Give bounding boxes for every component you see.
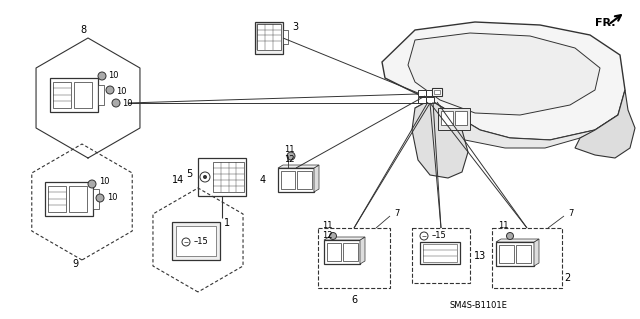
Polygon shape xyxy=(314,165,319,192)
Bar xyxy=(418,90,426,96)
Circle shape xyxy=(330,233,337,240)
Polygon shape xyxy=(278,165,319,168)
Text: 6: 6 xyxy=(351,295,357,305)
Bar xyxy=(281,171,296,189)
Circle shape xyxy=(182,238,190,246)
Text: 5: 5 xyxy=(186,169,192,179)
Bar xyxy=(176,226,216,256)
Text: 8: 8 xyxy=(80,25,86,35)
Text: SM4S-B1101E: SM4S-B1101E xyxy=(450,301,508,310)
Text: 10: 10 xyxy=(108,71,118,80)
Bar xyxy=(418,97,426,103)
Text: 12: 12 xyxy=(284,155,294,165)
Polygon shape xyxy=(408,33,600,115)
Bar xyxy=(423,244,457,262)
Bar xyxy=(432,88,442,96)
Bar xyxy=(255,22,283,54)
Circle shape xyxy=(98,72,106,80)
Polygon shape xyxy=(360,237,365,264)
Text: –15: –15 xyxy=(194,238,209,247)
Bar xyxy=(438,108,470,130)
Circle shape xyxy=(203,175,207,179)
Bar xyxy=(298,171,312,189)
Text: 10: 10 xyxy=(99,177,109,187)
Bar xyxy=(324,240,360,264)
Bar xyxy=(45,182,93,216)
Text: 11: 11 xyxy=(284,145,294,154)
Bar xyxy=(278,168,314,192)
Bar xyxy=(172,222,220,260)
Circle shape xyxy=(506,233,513,240)
Text: 2: 2 xyxy=(564,273,570,283)
Circle shape xyxy=(112,99,120,107)
Bar xyxy=(434,90,440,94)
Bar xyxy=(426,90,434,96)
Bar xyxy=(492,228,562,288)
Text: 13: 13 xyxy=(474,251,486,261)
Bar xyxy=(412,228,470,283)
Bar xyxy=(48,186,67,211)
Bar xyxy=(499,245,514,263)
Text: 9: 9 xyxy=(72,259,78,269)
Text: 4: 4 xyxy=(260,175,266,185)
Text: 14: 14 xyxy=(172,175,184,185)
Bar xyxy=(93,189,99,209)
Bar xyxy=(455,111,467,125)
Bar xyxy=(69,186,88,211)
Text: 1: 1 xyxy=(224,218,230,228)
Circle shape xyxy=(200,172,210,182)
Text: –15: –15 xyxy=(432,232,447,241)
Bar xyxy=(50,78,98,112)
Polygon shape xyxy=(412,100,468,178)
Bar xyxy=(98,85,104,105)
Bar xyxy=(257,24,281,50)
Text: 7: 7 xyxy=(394,210,399,219)
Bar xyxy=(420,242,460,264)
Bar xyxy=(53,82,71,108)
Bar xyxy=(74,82,93,108)
Polygon shape xyxy=(575,90,635,158)
Text: 12: 12 xyxy=(322,232,333,241)
Polygon shape xyxy=(324,237,365,240)
Circle shape xyxy=(420,232,428,240)
Text: 10: 10 xyxy=(107,194,118,203)
Polygon shape xyxy=(496,239,539,242)
Bar xyxy=(496,242,534,266)
Circle shape xyxy=(88,180,96,188)
Bar xyxy=(283,30,288,44)
Bar xyxy=(516,245,531,263)
Circle shape xyxy=(96,194,104,202)
Text: FR.: FR. xyxy=(595,18,616,28)
Polygon shape xyxy=(534,239,539,266)
Text: 11: 11 xyxy=(498,221,509,231)
Text: 10: 10 xyxy=(122,100,132,108)
Circle shape xyxy=(106,86,114,94)
Polygon shape xyxy=(382,22,625,140)
Text: 3: 3 xyxy=(292,22,298,32)
Text: 7: 7 xyxy=(568,210,573,219)
Bar xyxy=(318,228,390,288)
Bar xyxy=(213,162,244,192)
Bar xyxy=(198,158,246,196)
Text: 10: 10 xyxy=(116,86,127,95)
Circle shape xyxy=(287,152,295,160)
Bar xyxy=(426,97,434,103)
Bar xyxy=(327,243,341,261)
Bar xyxy=(441,111,453,125)
Bar xyxy=(344,243,358,261)
Polygon shape xyxy=(415,100,618,148)
Text: 11: 11 xyxy=(322,221,333,231)
